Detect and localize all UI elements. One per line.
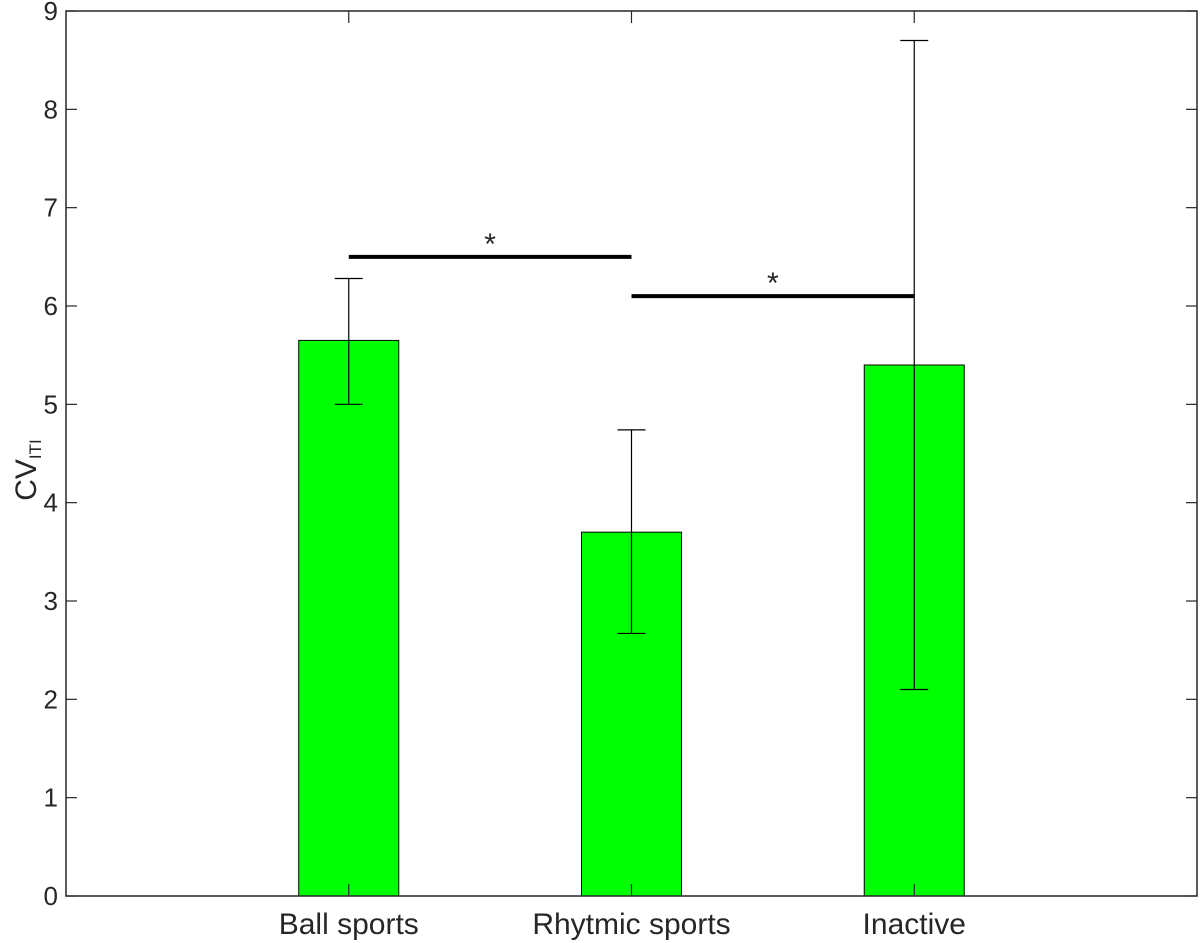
y-axis-label-subscript: ITI [26,439,45,459]
y-axis-ticks: 0 1 2 3 4 5 6 7 8 9 [44,0,1197,911]
y-axis-label: CVITI [10,439,45,501]
significance-layer: ** [348,228,915,300]
y-tick-label-4: 4 [44,488,58,518]
error-bars-layer [334,39,929,691]
y-tick-label-5: 5 [44,389,58,419]
y-tick-label-8: 8 [44,94,58,124]
y-tick-label-7: 7 [44,193,58,223]
y-tick-label-3: 3 [44,586,58,616]
y-tick-label-2: 2 [44,684,58,714]
x-tick-label-1: Ball sports [279,908,419,941]
significance-star-2: * [767,267,779,300]
y-tick-label-6: 6 [44,291,58,321]
bar-1 [298,339,400,897]
x-tick-label-2: Rhytmic sports [532,908,730,941]
y-axis-label-main: CV [10,459,43,501]
x-tick-label-3: Inactive [863,908,966,941]
y-tick-label-0: 0 [44,881,58,911]
y-tick-label-1: 1 [44,783,58,813]
x-axis-ticks: Ball sports Rhytmic sports Inactive [279,11,966,941]
significance-star-1: * [484,228,496,261]
y-tick-label-9: 9 [44,0,58,26]
